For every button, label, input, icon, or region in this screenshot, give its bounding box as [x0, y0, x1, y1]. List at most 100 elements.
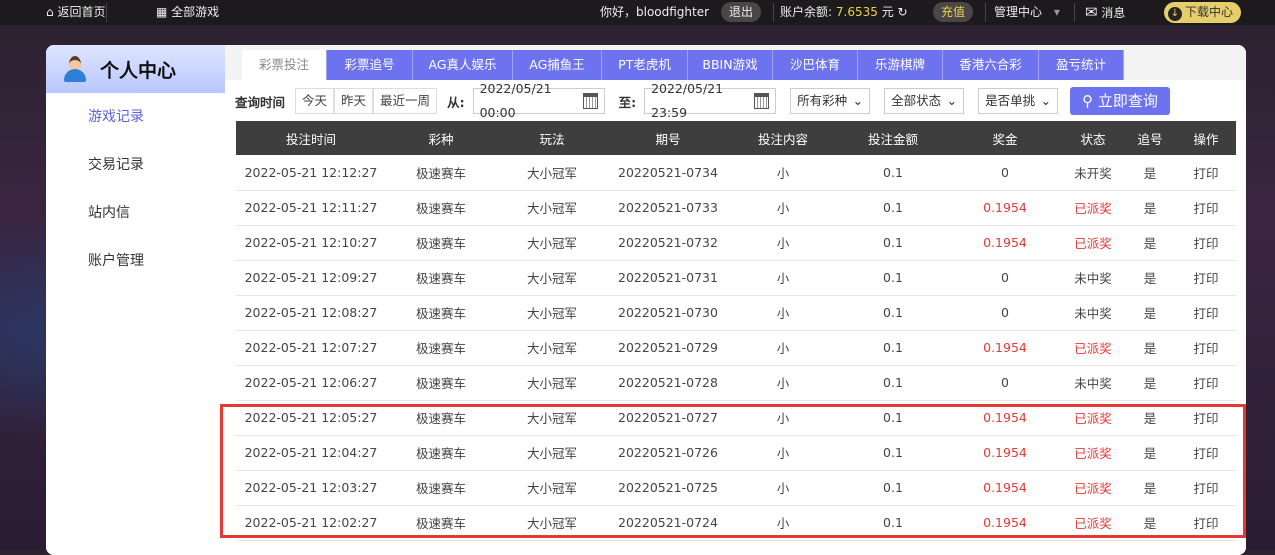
prize: 0.1954 — [948, 470, 1062, 506]
sidebar-item-transactions[interactable]: 交易记录 — [88, 157, 144, 173]
from-date-input[interactable]: 2022/05/21 00:00 — [472, 81, 605, 120]
query-time-label: 查询时间 — [235, 94, 286, 110]
print-link[interactable]: 打印 — [1176, 330, 1236, 366]
home-icon: ⌂ — [46, 5, 58, 19]
chase: 是 — [1124, 225, 1176, 261]
bet-time: 2022-05-21 12:10:27 — [236, 225, 386, 261]
bet-content: 小 — [728, 295, 838, 331]
home-link[interactable]: ⌂ 返回首页 — [46, 0, 105, 25]
bet-time: 2022-05-21 12:08:27 — [236, 295, 386, 331]
download-button[interactable]: ↓ 下载中心 — [1164, 2, 1242, 23]
tab-5[interactable]: BBIN游戏 — [688, 50, 773, 80]
from-date-value: 2022/05/21 00:00 — [479, 81, 552, 120]
bet-amount: 0.1 — [838, 225, 948, 261]
status: 未中奖 — [1062, 365, 1124, 401]
query-label: 立即查询 — [1097, 92, 1158, 110]
tab-7[interactable]: 乐游棋牌 — [858, 50, 943, 80]
chase: 是 — [1124, 470, 1176, 506]
to-date-input[interactable]: 2022/05/21 23:59 — [644, 81, 777, 120]
download-label: 下载中心 — [1185, 5, 1234, 19]
bet-amount: 0.1 — [838, 470, 948, 506]
bet-amount: 0.1 — [838, 365, 948, 401]
logout-button[interactable]: 退出 — [721, 2, 762, 22]
table-row: 2022-05-21 12:05:27 极速赛车 大小冠军 20220521-0727… — [236, 400, 1236, 436]
print-link[interactable]: 打印 — [1176, 295, 1236, 331]
tab-4[interactable]: PT老虎机 — [602, 50, 688, 80]
chevron-down-icon: ⌄ — [852, 93, 864, 108]
single-select[interactable]: 是否单挑 ⌄ — [978, 88, 1059, 114]
refresh-icon[interactable]: ↻ — [897, 5, 908, 19]
bet-time: 2022-05-21 12:02:27 — [236, 505, 386, 541]
tab-0[interactable]: 彩票投注 — [242, 50, 327, 80]
print-link[interactable]: 打印 — [1176, 225, 1236, 261]
lottery: 极速赛车 — [386, 470, 496, 506]
messages-link[interactable]: ✉ 消息 — [1085, 0, 1125, 25]
top-bar: ⌂ 返回首页 ▦ 全部游戏 你好，bloodfighter 退出 账户余额: 7… — [0, 0, 1275, 25]
calendar-icon[interactable] — [754, 93, 770, 109]
print-link[interactable]: 打印 — [1176, 190, 1236, 226]
print-link[interactable]: 打印 — [1176, 365, 1236, 401]
sidebar-item-inbox[interactable]: 站内信 — [88, 205, 130, 221]
yesterday-button[interactable]: 昨天 — [334, 88, 374, 114]
balance: 账户余额: 7.6535 元 ↻ — [780, 0, 908, 25]
status: 已派奖 — [1062, 505, 1124, 541]
prize: 0.1954 — [948, 435, 1062, 471]
print-link[interactable]: 打印 — [1176, 435, 1236, 471]
tab-3[interactable]: AG捕鱼王 — [513, 50, 602, 80]
bet-amount: 0.1 — [838, 190, 948, 226]
grid-icon: ▦ — [156, 5, 172, 19]
single-value: 是否单挑 — [985, 93, 1036, 108]
column-header: 操作 — [1176, 121, 1236, 155]
print-link[interactable]: 打印 — [1176, 470, 1236, 506]
print-link[interactable]: 打印 — [1176, 155, 1236, 191]
bet-time: 2022-05-21 12:09:27 — [236, 260, 386, 296]
calendar-icon[interactable] — [582, 93, 598, 109]
sidebar-item-game-records[interactable]: 游戏记录 — [88, 109, 144, 125]
last-week-button[interactable]: 最近一周 — [373, 88, 438, 114]
table-row: 2022-05-21 12:06:27 极速赛车 大小冠军 20220521-0728… — [236, 365, 1236, 401]
today-button[interactable]: 今天 — [295, 88, 335, 114]
sidebar: 个人中心 游戏记录 交易记录 站内信 账户管理 — [46, 45, 225, 555]
column-header: 玩法 — [496, 121, 608, 155]
table-row: 2022-05-21 12:02:27 极速赛车 大小冠军 20220521-0724… — [236, 505, 1236, 541]
lottery: 极速赛车 — [386, 365, 496, 401]
bet-content: 小 — [728, 400, 838, 436]
sidebar-item-account[interactable]: 账户管理 — [88, 253, 144, 269]
tab-6[interactable]: 沙巴体育 — [773, 50, 858, 80]
chase: 是 — [1124, 435, 1176, 471]
chase: 是 — [1124, 330, 1176, 366]
issue: 20220521-0726 — [608, 435, 728, 471]
tab-8[interactable]: 香港六合彩 — [943, 50, 1039, 80]
recharge-button[interactable]: 充值 — [933, 2, 974, 22]
prize: 0 — [948, 155, 1062, 191]
print-link[interactable]: 打印 — [1176, 400, 1236, 436]
column-header: 投注金额 — [838, 121, 948, 155]
issue: 20220521-0730 — [608, 295, 728, 331]
bet-content: 小 — [728, 435, 838, 471]
bet-content: 小 — [728, 225, 838, 261]
filter-bar: 查询时间 今天 昨天 最近一周 从: 2022/05/21 00:00 至: 2… — [235, 81, 1170, 120]
divider — [985, 3, 986, 22]
play-type: 大小冠军 — [496, 190, 608, 226]
tab-2[interactable]: AG真人娱乐 — [413, 50, 513, 80]
print-link[interactable]: 打印 — [1176, 260, 1236, 296]
issue: 20220521-0731 — [608, 260, 728, 296]
user-icon — [64, 56, 86, 82]
lottery-select[interactable]: 所有彩种 ⌄ — [790, 88, 871, 114]
all-games-link[interactable]: ▦ 全部游戏 — [156, 0, 219, 25]
status-value: 全部状态 — [891, 93, 942, 108]
admin-menu[interactable]: 管理中心 ▾ — [994, 0, 1060, 25]
play-type: 大小冠军 — [496, 260, 608, 296]
all-games-label: 全部游戏 — [171, 5, 220, 19]
status: 已派奖 — [1062, 435, 1124, 471]
status-select[interactable]: 全部状态 ⌄ — [884, 88, 965, 114]
table-header: 投注时间 彩种 玩法 期号 投注内容 投注金额 奖金 状态 追号 操作 — [236, 121, 1236, 155]
divider — [773, 3, 774, 22]
tab-1[interactable]: 彩票追号 — [327, 50, 413, 80]
print-link[interactable]: 打印 — [1176, 505, 1236, 541]
query-button[interactable]: ⚲ 立即查询 — [1070, 87, 1170, 115]
tab-9[interactable]: 盈亏统计 — [1039, 50, 1124, 80]
currency: 元 — [881, 5, 894, 19]
status: 已派奖 — [1062, 190, 1124, 226]
main-area: 彩票投注 彩票追号 AG真人娱乐 AG捕鱼王 PT老虎机 BBIN游戏 沙巴体育 乐游棋牌 香港… — [225, 45, 1246, 555]
